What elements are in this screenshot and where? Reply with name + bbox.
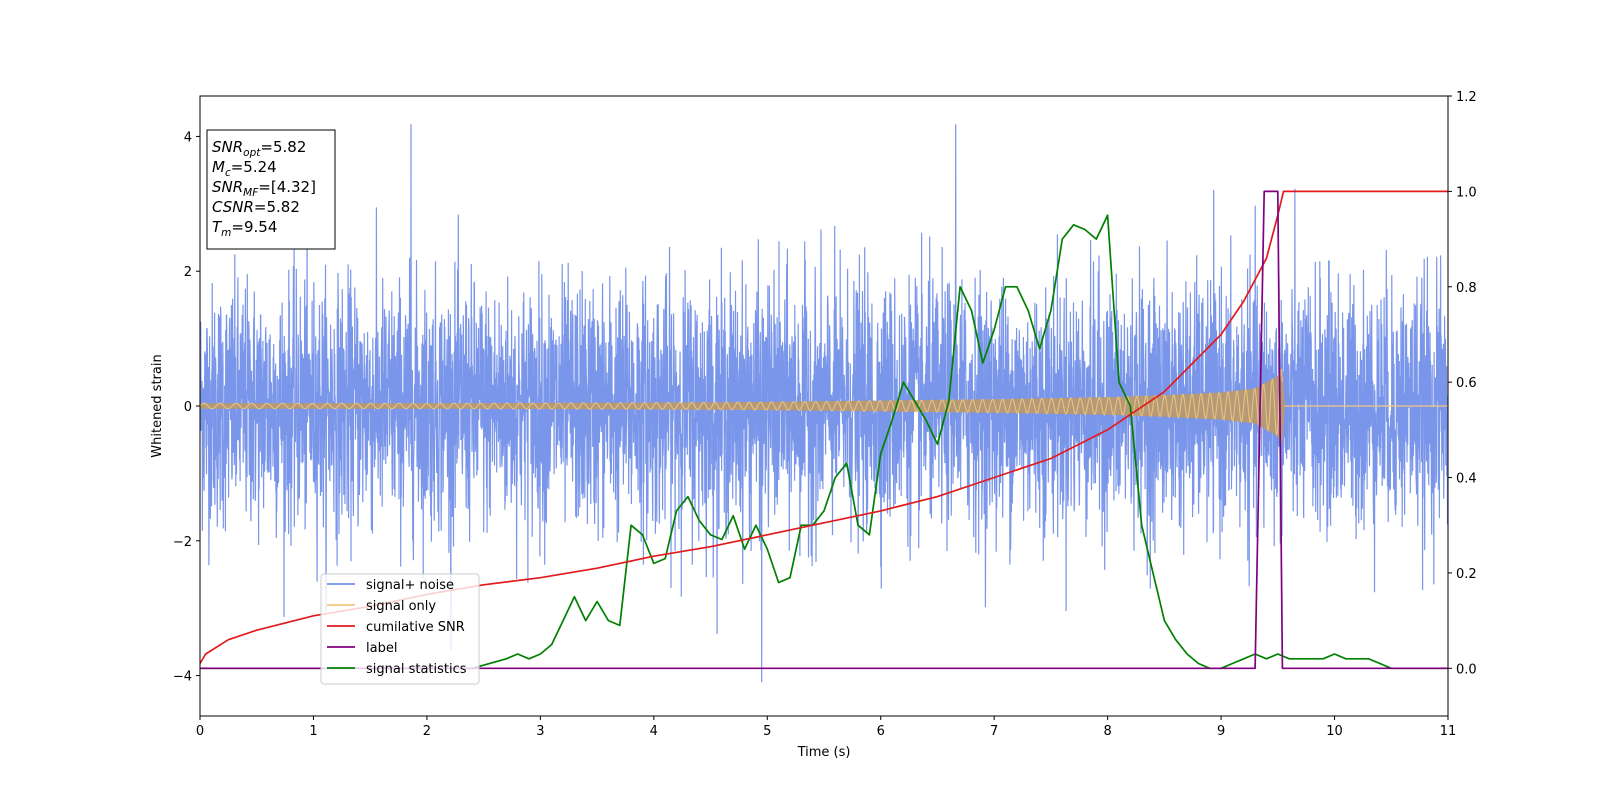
y-tick-label: 4 [184, 130, 192, 145]
y-tick-label: −2 [173, 535, 192, 550]
annotation-value: =[4.32] [258, 178, 316, 196]
legend: signal+ noise signal only cumilative SNR la… [320, 573, 480, 685]
signal-statistics-line [200, 214, 1448, 670]
annotation-line: CSNR=5.82 [212, 198, 300, 216]
annotation-line: SNRMF=[4.32] [212, 178, 316, 199]
annotation-box: SNRopt=5.82Mc=5.24SNRMF=[4.32]CSNR=5.82T… [206, 129, 336, 250]
y-tick-label: −4 [173, 670, 192, 685]
x-tick-label: 0 [196, 724, 204, 739]
x-axis-label: Time (s) [797, 745, 851, 760]
legend-label: signal+ noise [366, 578, 454, 593]
y2-axis-ticks: 1.2 1.0 0.8 0.6 0.4 0.2 0.0 [1448, 90, 1477, 677]
y-axis-ticks: 4 2 0 −2 −4 [173, 130, 200, 685]
annotation-subscript: m [221, 227, 231, 239]
legend-label: label [366, 641, 397, 656]
annotation-symbol: SNR [212, 138, 243, 156]
y2-tick-label: 0.4 [1456, 472, 1477, 487]
y2-tick-label: 0.2 [1456, 567, 1477, 582]
annotation-symbol: SNR [212, 178, 243, 196]
legend-frame [320, 573, 480, 685]
legend-label: signal statistics [366, 662, 467, 677]
y2-tick-label: 1.2 [1456, 90, 1477, 105]
y-tick-label: 0 [184, 400, 192, 415]
legend-label: signal only [366, 599, 436, 614]
label-line [200, 190, 1448, 670]
annotation-value: =5.24 [231, 158, 277, 176]
annotation-subscript: MF [243, 187, 259, 199]
x-tick-label: 4 [650, 724, 658, 739]
signal-only-series [200, 367, 1448, 445]
x-tick-label: 1 [309, 724, 317, 739]
y-tick-label: 2 [184, 265, 192, 280]
y2-tick-label: 1.0 [1456, 185, 1477, 200]
annotation-line: Tm=9.54 [212, 218, 277, 239]
x-axis-ticks: 0 1 2 3 4 5 6 7 8 9 10 11 [196, 716, 1456, 739]
annotation-line: Mc=5.24 [212, 158, 277, 179]
annotation-value: =5.82 [260, 138, 306, 156]
annotation-line: SNRopt=5.82 [212, 138, 306, 159]
annotation-value: =5.82 [254, 198, 300, 216]
annotation-frame [206, 129, 336, 250]
x-tick-label: 9 [1217, 724, 1225, 739]
y-axis-label: Whitened strain [150, 354, 165, 457]
y2-tick-label: 0.8 [1456, 281, 1477, 296]
signal-noise-line [200, 124, 1448, 683]
legend-label: cumilative SNR [366, 620, 465, 635]
signal-only-line [200, 368, 1283, 436]
annotation-symbol: T [212, 218, 223, 236]
x-tick-label: 10 [1326, 724, 1343, 739]
annotation-symbol: M [212, 158, 225, 176]
annotation-symbol: CSNR [212, 198, 254, 216]
x-tick-label: 7 [990, 724, 998, 739]
y2-tick-label: 0.0 [1456, 662, 1477, 677]
x-tick-label: 2 [423, 724, 431, 739]
x-tick-label: 11 [1440, 724, 1457, 739]
signal-noise-series [200, 124, 1448, 683]
x-tick-label: 3 [536, 724, 544, 739]
annotation-value: =9.54 [231, 218, 277, 236]
y2-tick-label: 0.6 [1456, 376, 1477, 391]
annotation-subscript: opt [243, 147, 261, 159]
x-tick-label: 8 [1103, 724, 1111, 739]
annotation-subscript: c [225, 167, 231, 179]
x-tick-label: 5 [763, 724, 771, 739]
x-tick-label: 6 [877, 724, 885, 739]
